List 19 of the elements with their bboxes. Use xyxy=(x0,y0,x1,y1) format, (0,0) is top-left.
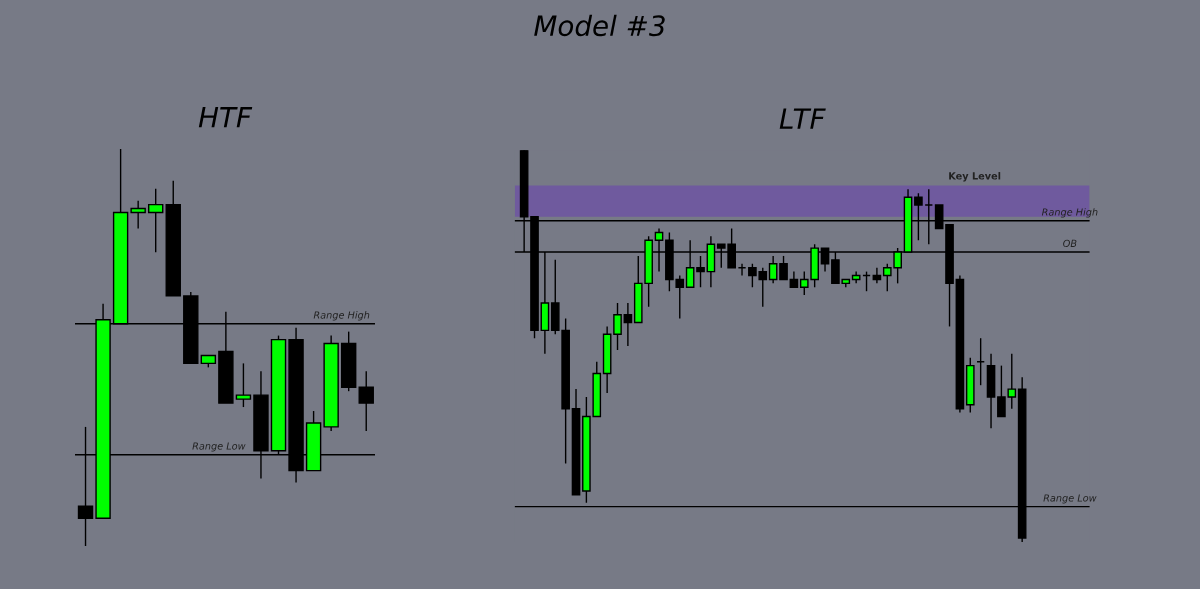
ref-line-label: Range Low xyxy=(192,442,246,452)
candlestick xyxy=(872,267,882,285)
ref-line-label: OB xyxy=(1063,239,1077,248)
chart-subtitle: HTF xyxy=(198,107,253,128)
ref-line-label: Range High xyxy=(1041,208,1098,218)
ref-line-label: Range High xyxy=(313,311,370,321)
candlestick xyxy=(779,255,788,281)
candlestick xyxy=(235,362,252,408)
candlestick xyxy=(696,255,705,288)
candlestick xyxy=(358,370,374,432)
candlestick xyxy=(130,199,146,230)
candlestick xyxy=(613,302,622,351)
band-label: Key Level xyxy=(949,172,1001,182)
chart-subtitle: LTF xyxy=(779,108,826,129)
candlestick xyxy=(147,188,164,253)
text: Model #3 xyxy=(534,14,665,37)
ref-line-label: Range Low xyxy=(1043,494,1097,504)
candlestick xyxy=(623,302,633,347)
candlestick xyxy=(768,255,778,285)
